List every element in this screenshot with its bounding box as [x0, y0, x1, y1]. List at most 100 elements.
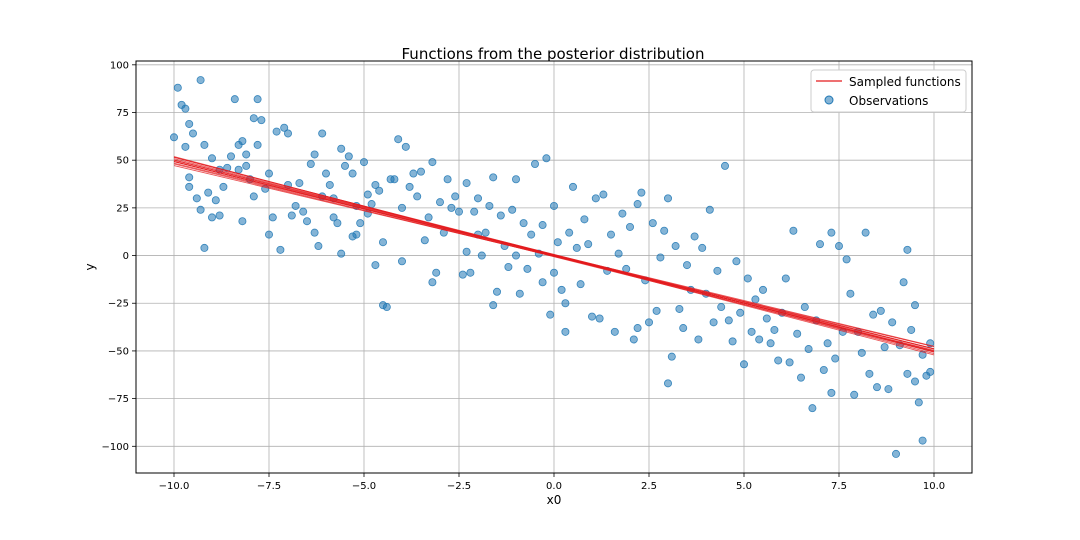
observation-point — [211, 196, 220, 205]
observation-point — [185, 182, 194, 191]
observation-point — [207, 213, 216, 222]
observation-point — [626, 222, 635, 231]
x-axis-ticks: −10.0 −7.5 −5.0 −2.5 0.0 2.5 5.0 7.5 10.0 — [159, 473, 945, 492]
observation-point — [462, 179, 471, 188]
observation-point — [458, 270, 467, 279]
observation-point — [561, 327, 570, 336]
observation-point — [306, 159, 315, 168]
observation-point — [492, 287, 501, 296]
observation-point — [188, 129, 197, 138]
observation-point — [196, 76, 205, 85]
observation-point — [454, 207, 463, 216]
observation-point — [869, 310, 878, 319]
observation-point — [618, 209, 627, 218]
y-tick-label: 50 — [116, 156, 129, 167]
observation-point — [553, 238, 562, 247]
observation-point — [705, 205, 714, 214]
sampled-function-line — [173, 156, 935, 356]
observation-point — [302, 217, 311, 226]
observation-point — [512, 251, 521, 260]
observation-point — [169, 133, 178, 142]
observation-point — [215, 211, 224, 220]
observation-point — [508, 205, 517, 214]
observation-point — [827, 388, 836, 397]
observation-point — [242, 161, 251, 170]
observation-point — [200, 243, 209, 252]
observation-point — [200, 140, 209, 149]
observation-point — [762, 314, 771, 323]
y-tick-label: 0 — [123, 251, 129, 262]
x-tick-label: 7.5 — [831, 481, 847, 492]
observation-point — [325, 180, 334, 189]
y-tick-label: 75 — [116, 108, 129, 119]
observation-point — [911, 377, 920, 386]
observation-point — [394, 135, 403, 144]
observation-point — [344, 152, 353, 161]
observation-point — [264, 169, 273, 178]
observation-point — [291, 201, 300, 210]
x-tick-label: 10.0 — [923, 481, 945, 492]
observation-point — [397, 257, 406, 266]
observation-point — [861, 228, 870, 237]
observation-point — [249, 192, 258, 201]
observation-point — [717, 303, 726, 312]
observation-point — [690, 232, 699, 241]
observation-point — [268, 213, 277, 222]
observation-point — [918, 436, 927, 445]
observation-point — [230, 95, 239, 104]
observation-point — [542, 154, 551, 163]
y-tick-label: −50 — [108, 346, 129, 357]
observation-point — [481, 228, 490, 237]
observation-point — [804, 345, 813, 354]
observation-point — [173, 83, 182, 92]
observation-point — [629, 335, 638, 344]
observation-point — [831, 354, 840, 363]
observation-point — [428, 158, 437, 167]
observation-point — [591, 194, 600, 203]
observation-point — [538, 221, 547, 230]
observation-point — [565, 228, 574, 237]
observation-point — [569, 182, 578, 191]
observation-point — [648, 219, 657, 228]
observation-point — [751, 295, 760, 304]
observation-point — [808, 404, 817, 413]
observation-point — [899, 278, 908, 287]
observation-point — [607, 230, 616, 239]
observation-point — [873, 383, 882, 392]
observation-point — [671, 242, 680, 251]
observation-point — [652, 306, 661, 315]
observation-point — [789, 226, 798, 235]
observation-point — [819, 365, 828, 374]
observation-point — [743, 274, 752, 283]
observation-point — [918, 350, 927, 359]
legend-label-observations: Observations — [849, 94, 928, 108]
observation-point — [451, 192, 460, 201]
observation-point — [295, 179, 304, 188]
x-tick-label: −2.5 — [447, 481, 471, 492]
observation-point — [531, 159, 540, 168]
observation-point — [348, 169, 357, 178]
observation-point — [546, 310, 555, 319]
observation-point — [538, 278, 547, 287]
observation-point — [340, 161, 349, 170]
observation-point — [880, 343, 889, 352]
observation-point — [238, 137, 247, 146]
observation-point — [736, 308, 745, 317]
observation-point — [759, 285, 768, 294]
observation-point — [352, 230, 361, 239]
observation-point — [656, 253, 665, 262]
observation-point — [660, 226, 669, 235]
observation-point — [473, 194, 482, 203]
observation-point — [337, 144, 346, 153]
observation-point — [914, 398, 923, 407]
observation-point — [747, 327, 756, 336]
observation-point — [280, 123, 289, 132]
observation-point — [842, 255, 851, 264]
observation-point — [664, 194, 673, 203]
observation-point — [770, 325, 779, 334]
observation-point — [276, 245, 285, 254]
observation-point — [709, 318, 718, 327]
observation-point — [576, 280, 585, 289]
observation-point — [470, 207, 479, 216]
observation-point — [405, 182, 414, 191]
